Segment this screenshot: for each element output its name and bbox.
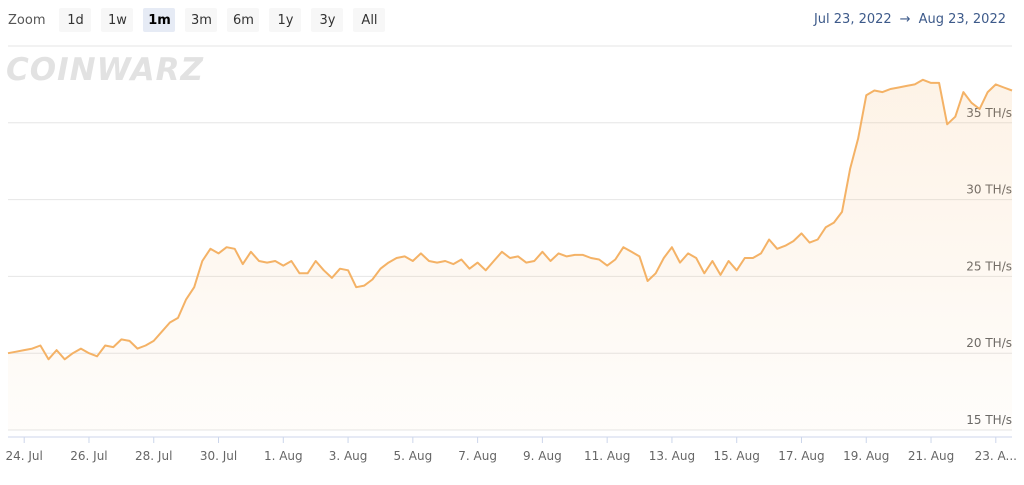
range-arrow: → (899, 12, 911, 27)
area-fill (8, 79, 1012, 431)
zoom-button[interactable]: 1y (269, 8, 302, 32)
x-tick-label: 23. A... (975, 449, 1017, 463)
x-tick-label: 3. Aug (329, 449, 368, 463)
x-tick-label: 21. Aug (908, 449, 954, 463)
zoom-button[interactable]: 1d (59, 8, 92, 32)
x-tick-label: 30. Jul (200, 449, 237, 463)
x-tick-label: 9. Aug (523, 449, 562, 463)
x-tick-label: 5. Aug (393, 449, 432, 463)
x-tick-label: 17. Aug (778, 449, 824, 463)
watermark: COINWARZ (6, 52, 204, 88)
zoom-bar: Zoom 1d 1w 1m 3m 6m 1y 3y All (8, 8, 386, 32)
zoom-label: Zoom (8, 12, 46, 28)
x-tick-label: 19. Aug (843, 449, 889, 463)
zoom-button[interactable]: 1w (101, 8, 134, 32)
x-tick-label: 11. Aug (584, 449, 630, 463)
zoom-button[interactable]: 3m (185, 8, 218, 32)
zoom-button[interactable]: 3y (311, 8, 344, 32)
series-line (7, 78, 1013, 361)
range-end[interactable]: Aug 23, 2022 (918, 12, 1006, 27)
x-tick-label: 24. Jul (5, 449, 42, 463)
x-tick-label: 28. Jul (135, 449, 172, 463)
zoom-button[interactable]: 6m (227, 8, 260, 32)
x-tick-label: 26. Jul (70, 449, 107, 463)
range-start[interactable]: Jul 23, 2022 (813, 12, 892, 27)
zoom-button[interactable]: All (353, 8, 386, 32)
x-tick-label: 7. Aug (458, 449, 497, 463)
x-tick-label: 15. Aug (714, 449, 760, 463)
date-range: Jul 23, 2022 → Aug 23, 2022 (814, 12, 1006, 27)
x-tick-label: 1. Aug (264, 449, 303, 463)
x-tick-label: 13. Aug (649, 449, 695, 463)
zoom-button[interactable]: 1m (143, 8, 176, 32)
